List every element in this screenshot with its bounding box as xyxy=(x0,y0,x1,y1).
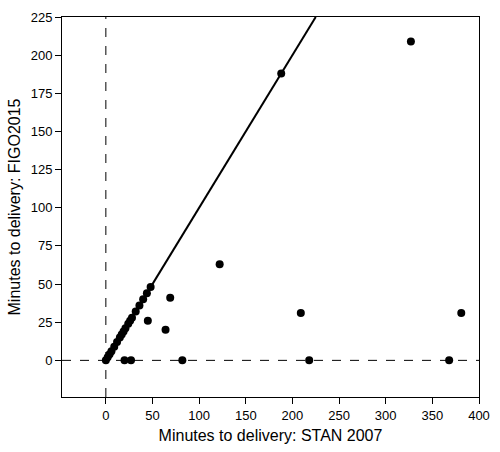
svg-text:0: 0 xyxy=(102,408,109,423)
svg-text:50: 50 xyxy=(145,408,159,423)
svg-text:200: 200 xyxy=(282,408,304,423)
svg-text:100: 100 xyxy=(31,200,53,215)
svg-text:300: 300 xyxy=(375,408,397,423)
svg-text:350: 350 xyxy=(422,408,444,423)
svg-text:150: 150 xyxy=(31,124,53,139)
svg-text:100: 100 xyxy=(188,408,210,423)
svg-text:25: 25 xyxy=(38,315,52,330)
svg-text:125: 125 xyxy=(31,162,53,177)
svg-text:400: 400 xyxy=(468,408,490,423)
svg-text:Minutes to delivery: STAN 2007: Minutes to delivery: STAN 2007 xyxy=(159,427,383,444)
svg-text:50: 50 xyxy=(38,277,52,292)
svg-text:200: 200 xyxy=(31,48,53,63)
svg-text:175: 175 xyxy=(31,86,53,101)
svg-text:Minutes to delivery: FIGO2015: Minutes to delivery: FIGO2015 xyxy=(6,98,23,315)
svg-text:225: 225 xyxy=(31,10,53,25)
svg-text:0: 0 xyxy=(45,353,52,368)
svg-text:75: 75 xyxy=(38,238,52,253)
svg-text:150: 150 xyxy=(235,408,257,423)
svg-text:250: 250 xyxy=(328,408,350,423)
